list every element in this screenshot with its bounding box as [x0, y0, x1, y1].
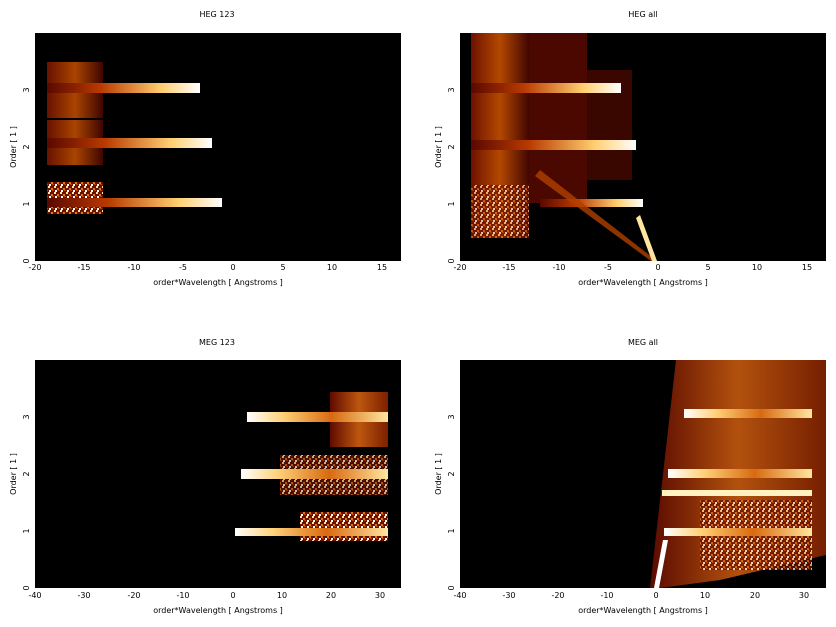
y-tick-label: 0: [22, 585, 31, 590]
x-tick-label: -10: [176, 591, 189, 600]
y-ticks: 0 1 2 3: [22, 414, 31, 590]
x-tick-label: 5: [280, 263, 285, 272]
x-tick-label: -10: [552, 263, 565, 272]
y-axis-label: Order [ 1 ]: [9, 453, 18, 495]
panel-title: MEG all: [628, 338, 658, 347]
y-tick-label: 1: [22, 528, 31, 533]
x-tick-label: 30: [799, 591, 809, 600]
heat-cells: [47, 62, 222, 214]
order-2-streak: [668, 469, 812, 478]
order-3-streak: [47, 83, 200, 93]
x-tick-label: 10: [752, 263, 762, 272]
y-ticks: 0 1 2 3: [22, 87, 31, 263]
x-tick-label: 20: [326, 591, 336, 600]
x-tick-label: 0: [230, 591, 235, 600]
order-1-streak: [664, 528, 812, 536]
y-tick-label: 2: [22, 471, 31, 476]
heat-cells: [650, 360, 826, 588]
order-1-streak: [540, 199, 643, 207]
heat-cells: [471, 33, 657, 261]
order-1-block: [300, 512, 388, 541]
x-tick-label: -30: [502, 591, 515, 600]
x-tick-label: 15: [377, 263, 387, 272]
x-tick-label: -5: [179, 263, 187, 272]
y-tick-label: 2: [447, 144, 456, 149]
y-tick-label: 1: [22, 201, 31, 206]
diagonal-streak: [535, 170, 657, 261]
x-axis-label: order*Wavelength [ Angstroms ]: [153, 606, 283, 615]
x-tick-label: 0: [653, 591, 658, 600]
panel-title: HEG all: [628, 10, 657, 19]
y-tick-label: 3: [22, 87, 31, 92]
y-axis-label: Order [ 1 ]: [434, 126, 443, 168]
x-tick-label: -20: [453, 263, 466, 272]
x-tick-label: -15: [502, 263, 515, 272]
y-tick-label: 3: [22, 414, 31, 419]
x-tick-label: -30: [77, 591, 90, 600]
x-ticks: -20 -15 -10 -5 0 5 10 15: [453, 263, 812, 272]
x-tick-label: -20: [127, 591, 140, 600]
x-axis-label: order*Wavelength [ Angstroms ]: [578, 278, 708, 287]
y-tick-label: 1: [447, 528, 456, 533]
x-tick-label: 0: [230, 263, 235, 272]
x-ticks: -40 -30 -20 -10 0 10 20 30: [453, 591, 809, 600]
y-tick-label: 2: [447, 471, 456, 476]
panel-heg-all: HEG all -20 -15 -10 -5 0 5 10 15 0 1 2: [434, 10, 826, 287]
x-ticks: -20 -15 -10 -5 0 5 10 15: [28, 263, 387, 272]
x-tick-label: 15: [802, 263, 812, 272]
diagonal-streak: [654, 540, 668, 588]
y-axis-label: Order [ 1 ]: [9, 126, 18, 168]
x-tick-label: 10: [327, 263, 337, 272]
x-tick-label: 30: [375, 591, 385, 600]
y-tick-label: 0: [447, 258, 456, 263]
x-tick-label: 5: [705, 263, 710, 272]
order-1-streak: [235, 528, 388, 536]
y-ticks: 0 1 2 3: [447, 414, 456, 590]
x-tick-label: -20: [551, 591, 564, 600]
x-tick-label: 20: [750, 591, 760, 600]
white-band: [662, 490, 812, 496]
panel-title: HEG 123: [199, 10, 234, 19]
x-tick-label: 10: [277, 591, 287, 600]
x-tick-label: 0: [655, 263, 660, 272]
panel-meg-123: MEG 123 -40 -30 -20 -10 0 10 20 30 0 1 2…: [9, 338, 401, 615]
order-2-streak: [241, 469, 388, 479]
x-tick-label: -40: [28, 591, 41, 600]
panel-meg-all: MEG all -40 -30 -20 -10 0 10 20 30 0 1 2…: [434, 338, 826, 615]
x-tick-label: -20: [28, 263, 41, 272]
noise-region: [471, 185, 529, 238]
y-tick-label: 0: [22, 258, 31, 263]
x-tick-label: -5: [604, 263, 612, 272]
heat-cells: [235, 392, 388, 541]
y-tick-label: 3: [447, 414, 456, 419]
y-tick-label: 3: [447, 87, 456, 92]
panel-title: MEG 123: [199, 338, 235, 347]
diagonal-streak: [636, 215, 657, 261]
x-tick-label: 10: [700, 591, 710, 600]
x-tick-label: -40: [453, 591, 466, 600]
x-axis-label: order*Wavelength [ Angstroms ]: [153, 278, 283, 287]
y-axis-label: Order [ 1 ]: [434, 453, 443, 495]
y-tick-label: 0: [447, 585, 456, 590]
order-2-streak: [471, 140, 636, 150]
order-2-streak: [47, 138, 212, 148]
x-axis-label: order*Wavelength [ Angstroms ]: [578, 606, 708, 615]
order-3-streak: [247, 412, 388, 422]
order-3-streak: [471, 83, 621, 93]
order-3-streak: [684, 409, 812, 418]
panel-heg-123: HEG 123 -20 -15 -10 -5 0 5 10 15 0 1 2: [9, 10, 401, 287]
x-ticks: -40 -30 -20 -10 0 10 20 30: [28, 591, 385, 600]
x-tick-label: -10: [600, 591, 613, 600]
y-ticks: 0 1 2 3: [447, 87, 456, 263]
y-tick-label: 1: [447, 201, 456, 206]
y-tick-label: 2: [22, 144, 31, 149]
x-tick-label: -10: [127, 263, 140, 272]
x-tick-label: -15: [77, 263, 90, 272]
order-1-streak: [47, 198, 222, 207]
